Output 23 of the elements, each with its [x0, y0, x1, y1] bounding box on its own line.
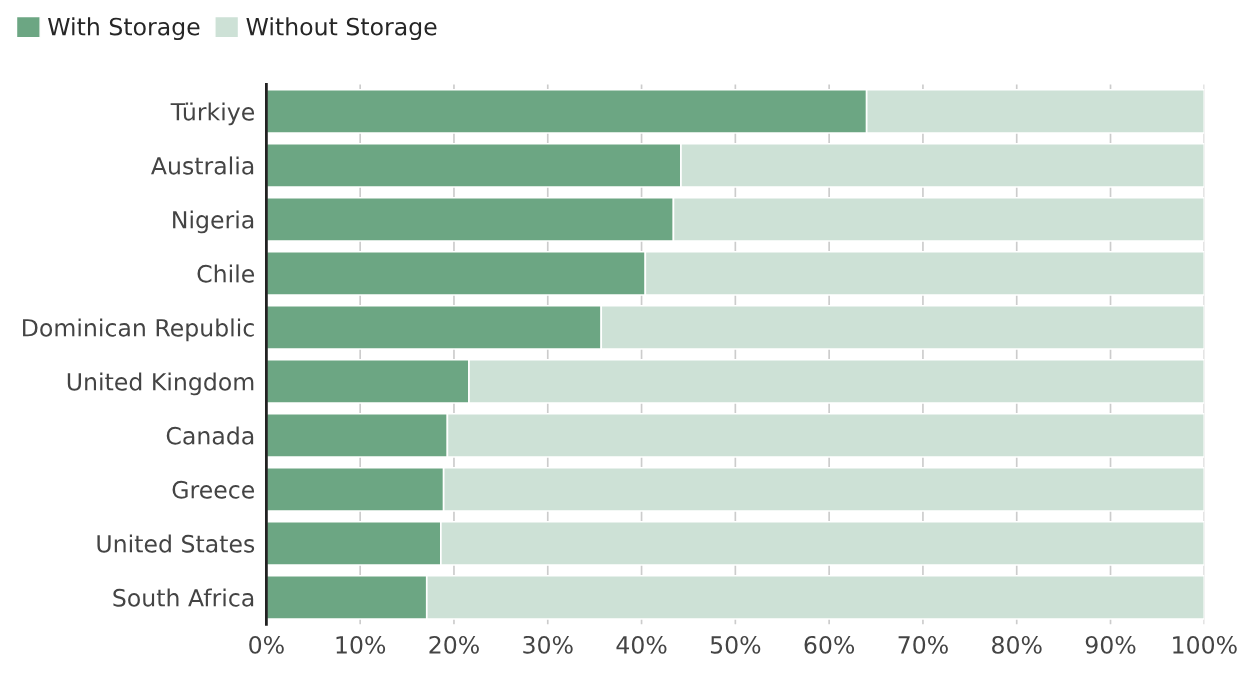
- x-tick-label: 60%: [804, 635, 855, 654]
- legend-label: With Storage: [48, 17, 200, 41]
- y-tick-label: United Kingdom: [67, 372, 254, 396]
- x-tick-label: 30%: [523, 635, 573, 654]
- x-tick-label: 100%: [1173, 635, 1237, 654]
- y-tick-label: South Africa: [113, 588, 254, 607]
- y-tick-label: United States: [97, 534, 255, 553]
- y-tick-label: Australia: [151, 156, 254, 175]
- y-tick-label: Chile: [197, 264, 255, 283]
- x-tick-label: 90%: [1085, 635, 1136, 654]
- x-tick-label: 10%: [336, 635, 386, 654]
- y-tick-label: Türkiye: [170, 102, 255, 126]
- y-tick-label: Nigeria: [173, 210, 254, 234]
- legend-label: Without Storage: [246, 17, 437, 41]
- x-tick-label: 40%: [616, 635, 667, 654]
- x-tick-label: 70%: [898, 635, 948, 654]
- x-tick-label: 80%: [992, 635, 1042, 654]
- x-tick-label: 20%: [429, 635, 479, 654]
- y-tick-label: Dominican Republic: [23, 318, 254, 342]
- x-tick-label: 0%: [249, 635, 284, 654]
- x-tick-label: 50%: [710, 635, 761, 654]
- y-tick-label: Greece: [172, 480, 255, 499]
- y-tick-label: Canada: [166, 426, 254, 445]
